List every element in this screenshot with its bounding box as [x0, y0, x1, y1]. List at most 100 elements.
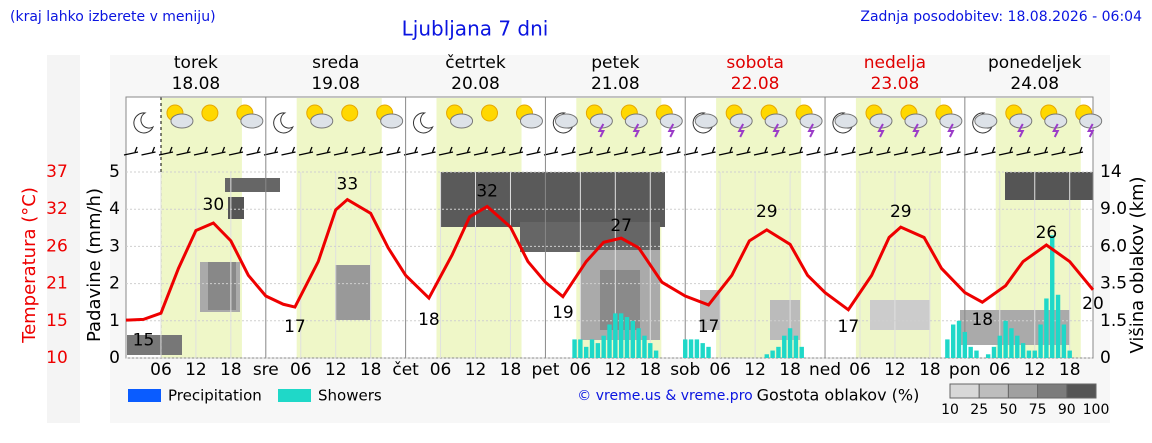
- precip-bar: [1061, 324, 1067, 358]
- bolt-icon: [737, 123, 745, 138]
- temperature-line: [125, 197, 1095, 322]
- wind-barb: [911, 146, 926, 156]
- y2-tick-label: 15: [46, 311, 68, 331]
- cloud-legend-label: 25: [970, 402, 988, 418]
- precip-bar: [636, 328, 641, 358]
- cloud-icon: [450, 113, 474, 129]
- wind-barb: [771, 146, 786, 156]
- precip-bar: [956, 320, 962, 358]
- x-tick-label: ned: [809, 360, 841, 380]
- wind-barb: [946, 146, 961, 156]
- precip-bar: [962, 331, 968, 358]
- bolt-icon: [947, 123, 955, 138]
- wind-barb: [998, 146, 1014, 156]
- cloud: [225, 178, 280, 192]
- temperature-label: 29: [890, 202, 912, 222]
- bolt-icon: [1017, 123, 1025, 138]
- x-tick-label: 12: [1024, 360, 1046, 380]
- y2-tick-label: 21: [46, 274, 68, 294]
- cloud-icon: [834, 113, 858, 129]
- precip-bar: [572, 339, 577, 358]
- y2-tick-label: 10: [46, 348, 68, 368]
- precip-bar: [764, 354, 769, 358]
- cloud-legend-box: [1007, 383, 1039, 399]
- cloud: [228, 197, 244, 219]
- wind-barb: [491, 146, 506, 156]
- x-tick-label: 18: [220, 360, 242, 380]
- wind-barb: [858, 146, 874, 156]
- wind-barb: [806, 146, 821, 156]
- precip-bar: [630, 320, 636, 358]
- y2-tick-label: 26: [46, 236, 68, 256]
- wind-barb: [281, 146, 296, 156]
- precip-bar: [1050, 235, 1055, 358]
- cloud: [700, 290, 720, 330]
- cloud-icon: [240, 113, 264, 129]
- precip-bar: [968, 346, 973, 358]
- bolt-icon: [772, 123, 780, 138]
- temperature-label: 20: [1082, 294, 1104, 314]
- precip-bar: [1038, 324, 1043, 358]
- precip-bar: [688, 339, 694, 358]
- wind-barb: [753, 146, 769, 156]
- precip-bar: [1020, 343, 1026, 358]
- cloud-legend-box: [1066, 383, 1097, 399]
- legend-swatch: [128, 389, 161, 402]
- wind-barb: [893, 146, 909, 156]
- y2-label: Temperatura (°C): [19, 187, 40, 344]
- precip-bar: [648, 343, 653, 358]
- chart-title: Ljubljana 7 dni: [402, 17, 549, 41]
- day-date: 21.08: [591, 74, 640, 94]
- cloud: [870, 300, 930, 330]
- cloud: [335, 265, 370, 320]
- wind-barb: [981, 146, 996, 156]
- hint: (kraj lahko izberete v meniju): [10, 9, 216, 25]
- x-tick-label: 06: [989, 360, 1011, 380]
- x-tick-label: 18: [1059, 360, 1081, 380]
- precip-bar: [950, 324, 956, 358]
- bolt-icon: [632, 123, 640, 138]
- wind-barb: [841, 146, 856, 156]
- cloud-legend-title: Gostota oblakov (%): [757, 386, 920, 405]
- precip-bar: [618, 313, 624, 358]
- credit: © vreme.us & vreme.pro: [577, 388, 752, 404]
- legend-label: Showers: [318, 387, 382, 405]
- wind-barb: [823, 146, 839, 156]
- precip-bar: [1015, 335, 1020, 358]
- cloud-legend-box: [978, 383, 1009, 399]
- wind-barb: [386, 146, 401, 156]
- y-tick-label: 5: [109, 162, 120, 182]
- wind-barb: [193, 146, 209, 156]
- x-tick-label: pon: [949, 360, 981, 380]
- precip-bar: [1067, 350, 1072, 358]
- wind-barb: [543, 146, 559, 156]
- precip-bar: [578, 339, 583, 358]
- cloud-legend-label: 10: [941, 402, 959, 418]
- cloud: [770, 300, 800, 340]
- wind-barb: [963, 146, 979, 156]
- legend-swatch: [278, 389, 311, 402]
- temperature-label: 33: [337, 175, 359, 195]
- sun-icon: [481, 104, 499, 122]
- precip-bar: [799, 346, 804, 358]
- precip-bar: [793, 335, 799, 358]
- day-date: 24.08: [1010, 74, 1059, 94]
- y3-tick-label: 0: [1100, 348, 1111, 368]
- precip-bar: [583, 346, 589, 358]
- wind-barb: [211, 146, 226, 156]
- precip-bar: [991, 346, 997, 358]
- y-tick-label: 2: [109, 274, 120, 294]
- wind-barb: [928, 146, 944, 156]
- x-tick-label: sre: [253, 360, 279, 380]
- temperature-label: 17: [698, 317, 720, 337]
- cloud-icon: [380, 113, 404, 129]
- wind-barb: [683, 146, 699, 156]
- precip-bar: [1055, 294, 1061, 358]
- x-tick-label: 18: [360, 360, 382, 380]
- cloud: [1005, 172, 1093, 200]
- y2-tick-label: 37: [46, 162, 68, 182]
- precip-bar: [974, 350, 979, 358]
- cloud: [440, 172, 665, 227]
- wind-barb: [718, 146, 734, 156]
